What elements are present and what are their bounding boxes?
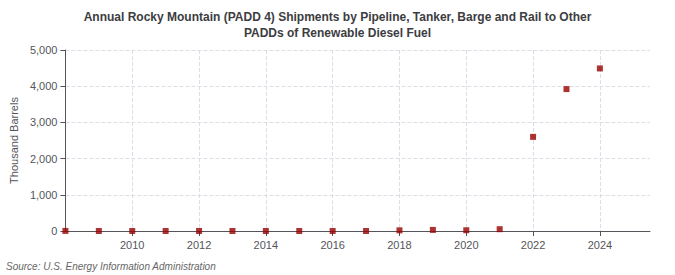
svg-text:5,000: 5,000: [30, 44, 58, 56]
svg-text:2016: 2016: [320, 239, 344, 251]
svg-text:2014: 2014: [254, 239, 278, 251]
svg-text:2012: 2012: [187, 239, 211, 251]
svg-text:2020: 2020: [454, 239, 478, 251]
svg-text:Annual Rocky Mountain (PADD 4): Annual Rocky Mountain (PADD 4) Shipments…: [84, 10, 592, 24]
svg-text:3,000: 3,000: [30, 116, 58, 128]
svg-text:Source: U.S. Energy Informatio: Source: U.S. Energy Information Administ…: [6, 261, 216, 272]
svg-text:0: 0: [51, 225, 57, 237]
svg-text:Thousand Barrels: Thousand Barrels: [8, 97, 20, 184]
svg-text:2010: 2010: [120, 239, 144, 251]
svg-text:2018: 2018: [387, 239, 411, 251]
svg-text:4,000: 4,000: [30, 80, 58, 92]
svg-text:2,000: 2,000: [30, 153, 58, 165]
svg-text:PADDs of Renewable Diesel Fuel: PADDs of Renewable Diesel Fuel: [244, 26, 431, 40]
svg-text:2024: 2024: [588, 239, 612, 251]
svg-text:1,000: 1,000: [30, 189, 58, 201]
svg-text:2022: 2022: [521, 239, 545, 251]
